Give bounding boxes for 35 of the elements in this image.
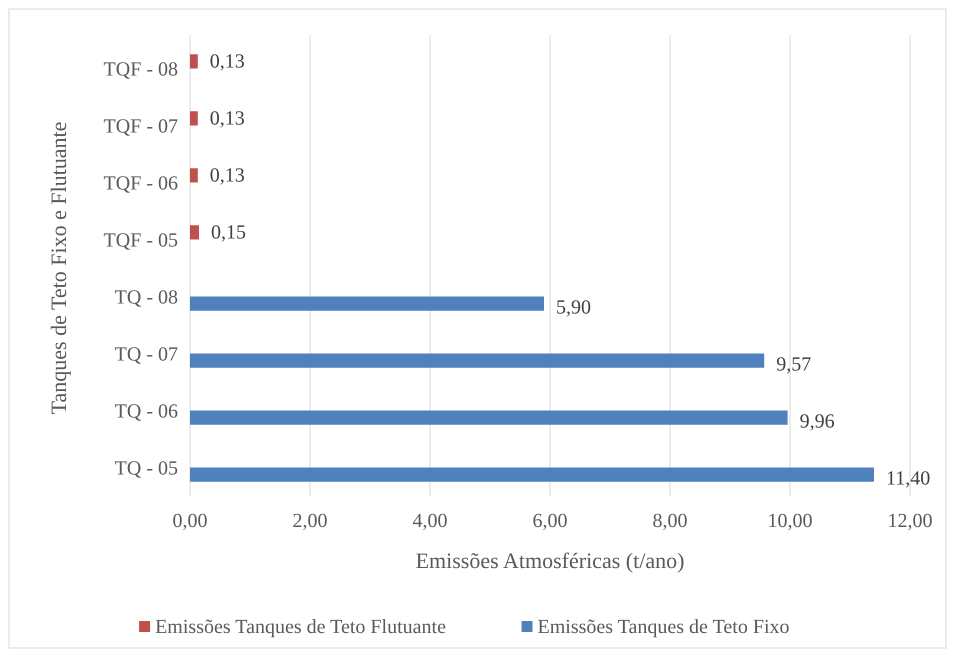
- y-tick-label: TQF - 05: [104, 230, 178, 252]
- bar: [190, 168, 198, 182]
- y-tick-label: TQF - 07: [104, 116, 178, 138]
- y-tick-label: TQ - 05: [114, 458, 178, 480]
- data-label: 11,40: [886, 468, 930, 490]
- x-tick-label: 4,00: [412, 510, 448, 532]
- legend-label: Emissões Tanques de Teto Flutuante: [155, 616, 446, 638]
- y-tick-label: TQ - 08: [114, 286, 178, 308]
- y-tick-label: TQ - 06: [114, 400, 178, 422]
- data-label: 0,15: [211, 221, 246, 244]
- y-tick-label: TQF - 06: [104, 172, 178, 194]
- x-tick-label: 8,00: [652, 510, 688, 532]
- bar: [190, 296, 544, 311]
- x-tick-label: 0,00: [172, 510, 208, 532]
- y-tick-label: TQF - 08: [104, 58, 178, 80]
- data-label: 0,13: [210, 50, 245, 72]
- x-tick-label: 2,00: [292, 510, 328, 532]
- data-label: 0,13: [210, 164, 245, 186]
- data-label: 5,90: [556, 296, 591, 319]
- bar: [190, 410, 788, 425]
- y-tick-label: TQ - 07: [114, 344, 178, 366]
- data-label: 9,96: [800, 410, 835, 433]
- x-tick-label: 6,00: [532, 510, 568, 532]
- bar: [190, 225, 199, 240]
- data-label: 0,13: [210, 107, 245, 130]
- data-label: 9,57: [776, 354, 812, 376]
- y-axis-title: Tanques de Teto Fixo e Flutuante: [46, 122, 71, 414]
- x-tick-label: 12,00: [888, 510, 932, 532]
- legend-label: Emissões Tanques de Teto Fixo: [538, 616, 790, 638]
- bar: [190, 111, 198, 126]
- bar: [190, 468, 874, 482]
- bar: [190, 354, 764, 368]
- x-tick-label: 10,00: [768, 510, 812, 532]
- x-axis-title: Emissões Atmosféricas (t/ano): [416, 548, 684, 573]
- bar: [190, 54, 198, 68]
